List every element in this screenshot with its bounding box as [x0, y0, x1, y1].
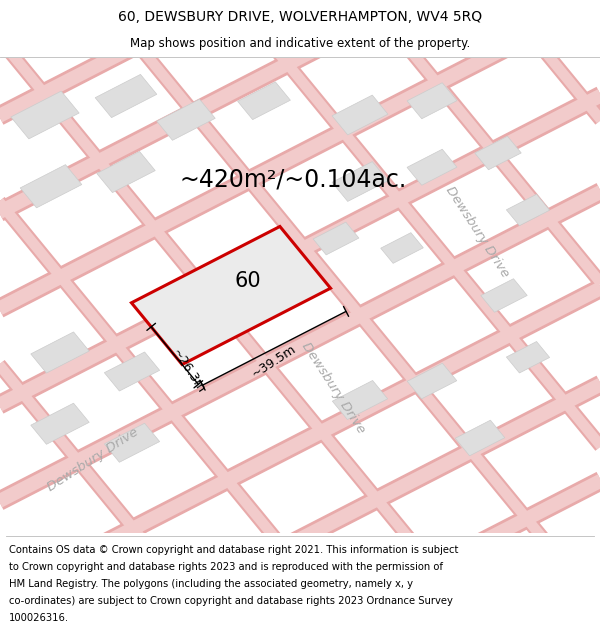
Polygon shape [407, 149, 457, 185]
Polygon shape [506, 341, 550, 373]
Polygon shape [475, 136, 521, 170]
Polygon shape [131, 226, 331, 364]
Polygon shape [97, 151, 155, 192]
Polygon shape [20, 164, 82, 208]
Text: 100026316.: 100026316. [9, 613, 69, 623]
Polygon shape [332, 162, 388, 201]
Polygon shape [11, 91, 79, 139]
Polygon shape [95, 74, 157, 118]
Text: Dewsbury Drive: Dewsbury Drive [299, 340, 367, 436]
Text: Contains OS data © Crown copyright and database right 2021. This information is : Contains OS data © Crown copyright and d… [9, 545, 458, 555]
Polygon shape [104, 352, 160, 391]
Text: Map shows position and indicative extent of the property.: Map shows position and indicative extent… [130, 37, 470, 50]
Polygon shape [506, 194, 550, 226]
Text: Dewsbury Drive: Dewsbury Drive [45, 425, 141, 494]
Polygon shape [157, 99, 215, 140]
Text: HM Land Registry. The polygons (including the associated geometry, namely x, y: HM Land Registry. The polygons (includin… [9, 579, 413, 589]
Polygon shape [31, 403, 89, 444]
Text: ~420m²/~0.104ac.: ~420m²/~0.104ac. [180, 167, 407, 191]
Polygon shape [313, 222, 359, 255]
Text: 60: 60 [235, 271, 261, 291]
Polygon shape [332, 95, 388, 135]
Text: ~26.3m: ~26.3m [169, 347, 207, 396]
Text: Dewsbury Drive: Dewsbury Drive [443, 184, 511, 279]
Text: to Crown copyright and database rights 2023 and is reproduced with the permissio: to Crown copyright and database rights 2… [9, 562, 443, 572]
Polygon shape [380, 232, 424, 263]
Text: co-ordinates) are subject to Crown copyright and database rights 2023 Ordnance S: co-ordinates) are subject to Crown copyr… [9, 596, 453, 606]
Polygon shape [238, 82, 290, 119]
Text: ~39.5m: ~39.5m [250, 342, 299, 381]
Polygon shape [407, 363, 457, 399]
Polygon shape [332, 381, 388, 419]
Polygon shape [481, 279, 527, 312]
Polygon shape [31, 332, 89, 373]
Polygon shape [104, 423, 160, 462]
Polygon shape [407, 82, 457, 119]
Polygon shape [455, 420, 505, 456]
Text: 60, DEWSBURY DRIVE, WOLVERHAMPTON, WV4 5RQ: 60, DEWSBURY DRIVE, WOLVERHAMPTON, WV4 5… [118, 11, 482, 24]
